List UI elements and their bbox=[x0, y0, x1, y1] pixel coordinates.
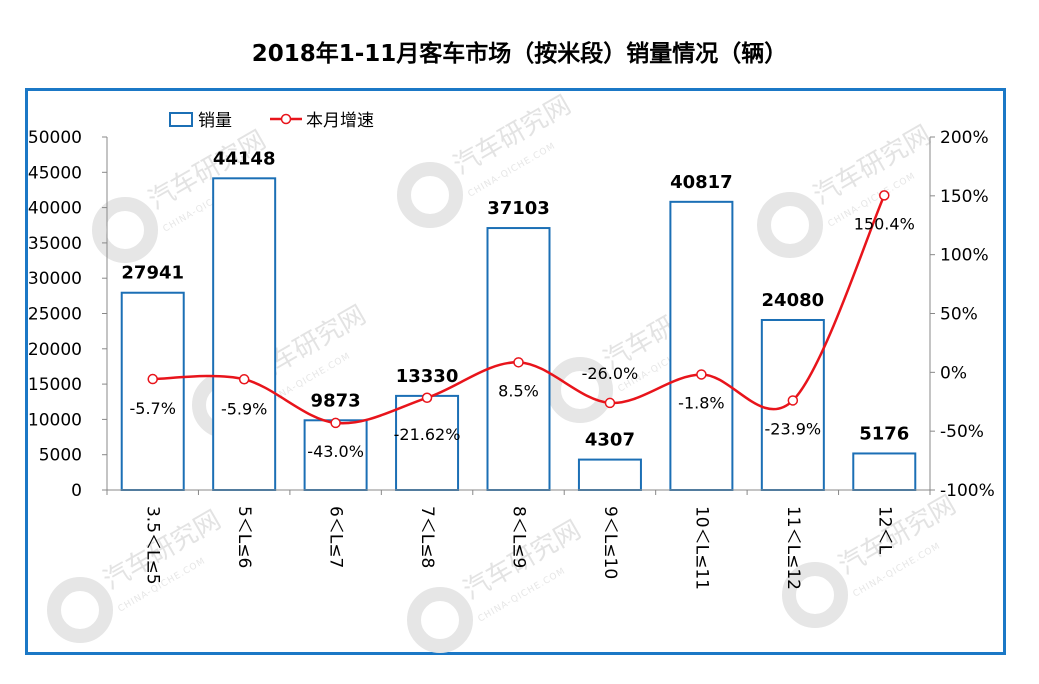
line-value-label: 8.5% bbox=[498, 381, 539, 400]
line-point bbox=[330, 417, 341, 429]
legend-line-marker bbox=[280, 113, 292, 125]
bar-value-label: 24080 bbox=[762, 290, 825, 311]
watermark-logo-icon bbox=[47, 577, 113, 643]
legend-line-label: 本月增速 bbox=[306, 111, 374, 131]
legend-bar-swatch bbox=[169, 112, 193, 127]
x-category-label: 3.5＜L≤5 bbox=[143, 506, 163, 585]
x-category-label: 6＜L≤7 bbox=[326, 506, 346, 568]
line-value-label: -5.9% bbox=[221, 399, 267, 418]
y2-tick-label: 0% bbox=[940, 363, 967, 383]
y-tick-label: 5000 bbox=[39, 446, 82, 466]
y2-tick-label: 50% bbox=[940, 305, 978, 325]
y2-tick-label: -50% bbox=[940, 422, 984, 442]
chart-frame bbox=[25, 88, 1006, 655]
watermark-logo-icon bbox=[547, 357, 613, 423]
bar bbox=[212, 177, 277, 491]
bar-value-label: 40817 bbox=[670, 172, 733, 193]
x-category-label: 9＜L≤10 bbox=[600, 506, 620, 579]
line-value-label: -5.7% bbox=[130, 399, 176, 418]
line-value-label: 150.4% bbox=[854, 214, 915, 233]
bar-value-label: 37103 bbox=[487, 198, 550, 219]
line-point bbox=[513, 357, 524, 368]
x-category-label: 8＜L≤9 bbox=[509, 506, 529, 568]
labels-layer: 27941 44148 9873 13330 37103 4307 40817 24080 51… bbox=[121, 148, 914, 461]
x-category-label: 7＜L≤8 bbox=[417, 506, 437, 568]
y2-tick-label: 100% bbox=[940, 246, 989, 266]
y-tick-label: 45000 bbox=[28, 163, 82, 183]
y-tick-label: 40000 bbox=[28, 199, 82, 219]
bar-value-label: 27941 bbox=[121, 263, 184, 284]
y-tick-label: 20000 bbox=[28, 340, 82, 360]
x-category-label: 10＜L≤11 bbox=[691, 506, 711, 590]
axes-layer: 0 5000 10000 15000 20000 25000 30000 35000 40000… bbox=[28, 128, 995, 590]
y-tick-label: 25000 bbox=[28, 305, 82, 325]
line-value-label: -21.62% bbox=[394, 425, 461, 444]
watermark-logo-icon bbox=[757, 192, 823, 258]
line-point bbox=[787, 395, 799, 406]
watermark-logo-icon bbox=[397, 162, 463, 228]
chart-title: 2018年1-11月客车市场（按米段）销量情况（辆） bbox=[251, 41, 788, 67]
y-tick-label: 15000 bbox=[28, 375, 82, 395]
legend-layer: 销量 本月增速 bbox=[169, 111, 374, 131]
line-point bbox=[604, 397, 616, 409]
bar bbox=[669, 200, 734, 492]
line-layer bbox=[147, 190, 890, 429]
bar-value-label: 13330 bbox=[396, 366, 459, 387]
x-category-label: 12＜L bbox=[874, 506, 894, 555]
y2-tick-label: 150% bbox=[940, 187, 989, 207]
watermark-logo-icon bbox=[782, 562, 848, 628]
y-tick-label: 10000 bbox=[28, 410, 82, 430]
y-tick-label: 35000 bbox=[28, 234, 82, 254]
bar-value-label: 5176 bbox=[859, 423, 909, 444]
line-point bbox=[238, 374, 250, 385]
bar-value-label: 44148 bbox=[213, 148, 276, 169]
y2-tick-label: 200% bbox=[940, 128, 989, 148]
bar-value-label: 9873 bbox=[311, 390, 361, 411]
line-value-label: -1.8% bbox=[678, 393, 724, 412]
y-tick-label: 30000 bbox=[28, 269, 82, 289]
line-value-label: -26.0% bbox=[582, 364, 639, 383]
bar-value-label: 4307 bbox=[585, 430, 635, 451]
line-point bbox=[421, 392, 433, 404]
line-value-label: -43.0% bbox=[307, 442, 364, 461]
bar bbox=[577, 458, 642, 492]
bars-layer bbox=[120, 177, 917, 492]
bar bbox=[303, 419, 368, 492]
legend-bar-label: 销量 bbox=[198, 111, 232, 131]
watermark-logo-icon bbox=[92, 197, 158, 263]
bar bbox=[120, 291, 185, 491]
x-category-label: 11＜L≤12 bbox=[783, 506, 803, 590]
x-category-label: 5＜L≤6 bbox=[234, 506, 254, 568]
line-point bbox=[147, 373, 158, 385]
line-point bbox=[879, 190, 890, 201]
line-value-label: -23.9% bbox=[765, 419, 822, 438]
bar bbox=[852, 452, 917, 491]
watermark-logo-icon bbox=[407, 587, 473, 653]
line-point bbox=[696, 369, 707, 380]
y-tick-label: 0 bbox=[71, 481, 82, 501]
y-tick-label: 50000 bbox=[28, 128, 82, 148]
y2-tick-label: -100% bbox=[940, 481, 995, 501]
